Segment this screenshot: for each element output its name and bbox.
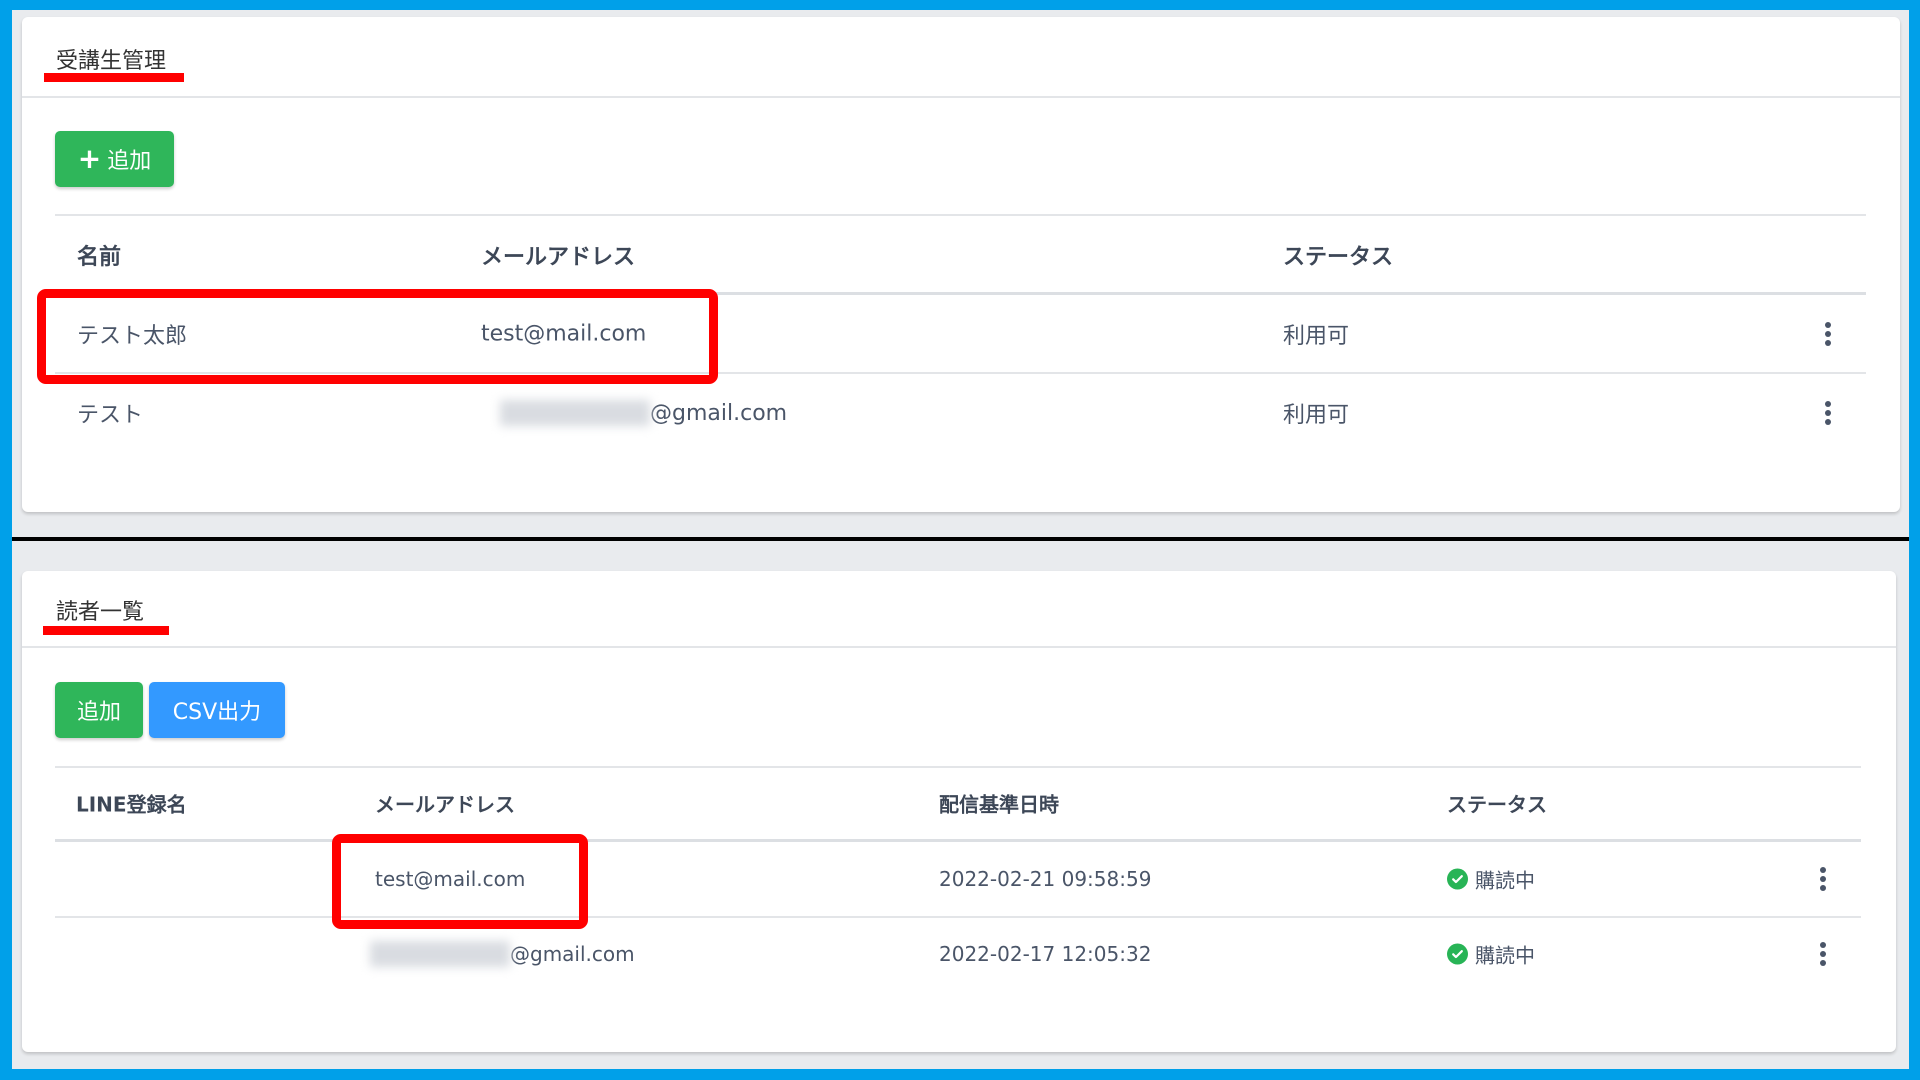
column-header-name: 名前 [77, 245, 122, 270]
student-status: 利用可 [1283, 324, 1350, 349]
title-highlight-underline [43, 626, 169, 635]
table-header-border [55, 292, 1866, 295]
section-separator [12, 537, 1909, 541]
plus-icon: + [77, 142, 102, 175]
student-status: 利用可 [1283, 403, 1350, 428]
column-header-status: ステータス [1447, 792, 1547, 817]
reader-email: @gmail.com [370, 941, 635, 967]
student-name: テスト [77, 403, 144, 428]
csv-export-button[interactable]: CSV出力 [149, 682, 285, 738]
more-options-icon[interactable] [1823, 322, 1833, 346]
row-divider [55, 916, 1861, 918]
more-options-icon[interactable] [1818, 942, 1828, 966]
card-header-divider [22, 96, 1900, 98]
card-header-divider [22, 646, 1896, 648]
row-divider [55, 372, 1866, 374]
reader-delivery-date: 2022-02-17 12:05:32 [939, 942, 1152, 966]
add-reader-button[interactable]: 追加 [55, 682, 143, 738]
student-name: テスト太郎 [77, 324, 188, 349]
redacted-email-blur [500, 400, 650, 426]
add-button-label: 追加 [107, 149, 152, 174]
column-header-email: メールアドレス [375, 792, 515, 817]
column-header-line-name: LINE登録名 [76, 792, 187, 817]
readers-title: 読者一覧 [56, 600, 145, 625]
reader-status: 購読中 [1447, 865, 1535, 894]
more-options-icon[interactable] [1818, 867, 1828, 891]
add-student-button[interactable]: + 追加 [55, 131, 174, 187]
more-options-icon[interactable] [1823, 401, 1833, 425]
reader-delivery-date: 2022-02-21 09:58:59 [939, 867, 1152, 891]
table-top-border [55, 766, 1861, 768]
readers-card: 読者一覧 追加 CSV出力 LINE登録名 メールアドレス 配信基準日時 ステー… [22, 571, 1896, 1052]
reader-email: test@mail.com [375, 867, 526, 891]
students-card: 受講生管理 + 追加 名前 メールアドレス ステータス テスト太郎 test@m… [22, 17, 1900, 512]
column-header-status: ステータス [1283, 245, 1394, 270]
student-email: @gmail.com [500, 400, 787, 426]
table-top-border [55, 214, 1866, 216]
table-header-border [55, 839, 1861, 842]
students-title: 受講生管理 [56, 49, 167, 74]
column-header-email: メールアドレス [481, 245, 636, 270]
title-highlight-underline [44, 73, 184, 82]
column-header-delivery-date: 配信基準日時 [939, 792, 1059, 817]
reader-status: 購読中 [1447, 940, 1535, 969]
check-circle-icon [1447, 868, 1468, 890]
highlight-box [332, 834, 588, 929]
redacted-email-blur [370, 941, 510, 967]
student-email: test@mail.com [481, 321, 647, 347]
check-circle-icon [1447, 943, 1468, 965]
highlight-box [37, 289, 718, 384]
